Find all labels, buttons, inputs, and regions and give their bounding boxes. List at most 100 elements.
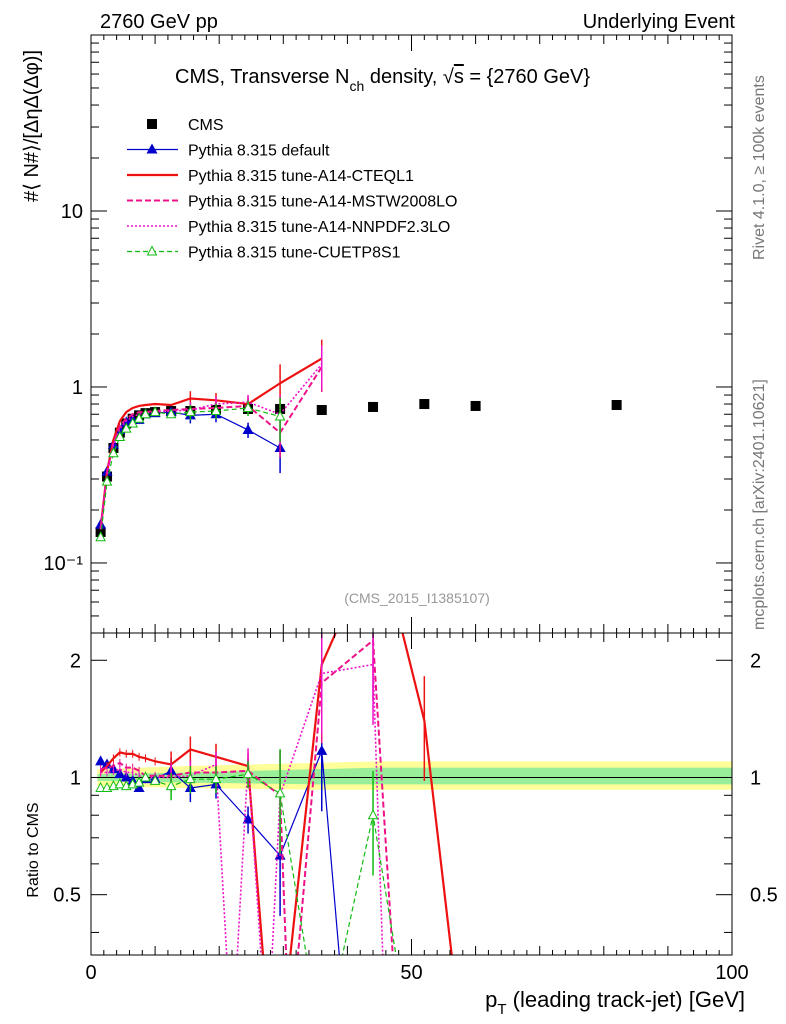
data-point-cuetp8s1: [114, 430, 126, 441]
ratio-line-mstw: [100, 638, 394, 955]
ratio-point-cuetp8s1: [242, 768, 254, 779]
ratio-point-cuetp8s1: [210, 773, 222, 784]
ratio-panel: 0.5 0.5 1 1 2 2 0 50 100 Ratio to CMS: [25, 632, 778, 984]
chart-title: CMS, Transverse Nch density, √s = {2760 …: [175, 66, 590, 94]
ratio-y-tick-label-left: 2: [70, 650, 81, 672]
series-cteql1: [99, 339, 323, 530]
legend-label: Pythia 8.315 tune-A14-NNPDF2.3LO: [188, 219, 450, 236]
ratio-point-default: [95, 755, 107, 766]
ratio-y-tick-label-left: 1: [70, 767, 81, 789]
ratio-point-default: [242, 813, 254, 824]
ratio-uncertainty-band: [91, 761, 732, 790]
ratio-series-cuetp8s1: [95, 749, 397, 955]
data-point-cuetp8s1: [95, 531, 106, 542]
chart-title-post: = {2760 GeV}: [464, 66, 591, 88]
data-point-cuetp8s1: [242, 401, 254, 412]
legend-marker: [146, 143, 158, 154]
y-tick-label: 10: [61, 201, 83, 223]
data-point-cuetp8s1: [210, 404, 222, 416]
data-point-cms: [611, 399, 622, 410]
band-inner: [97, 767, 732, 785]
legend-item-cteql1: Pythia 8.315 tune-A14-CTEQL1: [127, 168, 414, 185]
data-point-cuetp8s1: [149, 406, 161, 417]
series-line-mstw: [99, 366, 323, 529]
ratio-line-nnpdf: [100, 663, 384, 955]
ratio-series-nnpdf: [100, 633, 384, 955]
ratio-line-cuetp8s1: [100, 773, 397, 955]
series-cuetp8s1: [95, 397, 286, 542]
series-line-nnpdf: [99, 363, 323, 530]
legend-label: Pythia 8.315 tune-CUETP8S1: [188, 245, 401, 262]
data-point-cuetp8s1: [127, 417, 138, 428]
chart-title-mid: density,: [364, 66, 443, 88]
data-point-cms: [316, 404, 327, 415]
series-mstw: [99, 348, 323, 529]
ratio-point-cuetp8s1: [165, 780, 177, 791]
ratio-point-default: [133, 781, 145, 792]
legend-label: CMS: [188, 117, 224, 134]
chart-title-pre: CMS, Transverse N: [175, 66, 349, 88]
ratio-point-cuetp8s1: [185, 773, 196, 784]
ratio-panel-ticks: 0.5 0.5 1 1 2 2 0 50 100: [53, 633, 778, 984]
ratio-point-default: [316, 744, 328, 755]
ratio-point-cuetp8s1: [140, 771, 151, 782]
ratio-point-cuetp8s1: [95, 781, 106, 792]
legend-item-nnpdf: Pythia 8.315 tune-A14-NNPDF2.3LO: [127, 219, 450, 236]
x-axis-label-rest: (leading track-jet) [GeV]: [507, 987, 745, 1012]
x-tick-label: 100: [715, 962, 748, 984]
ratio-point-cuetp8s1: [133, 776, 145, 787]
data-point-cuetp8s1: [140, 408, 151, 419]
ratio-series-cteql1: [99, 633, 453, 955]
ratio-panel-frame: [90, 632, 733, 956]
data-point-cuetp8s1: [274, 410, 286, 421]
data-point-default: [242, 423, 254, 434]
series-line-cuetp8s1: [100, 407, 281, 538]
main-panel-series: [95, 339, 622, 542]
x-axis-label: pT (leading track-jet) [GeV]: [485, 987, 745, 1018]
header-left: 2760 GeV pp: [100, 11, 218, 33]
legend-item-default: Pythia 8.315 default: [127, 143, 330, 160]
legend-label: Pythia 8.315 tune-A14-CTEQL1: [188, 168, 414, 185]
chart-title-s: s: [454, 66, 464, 88]
data-point-cuetp8s1: [120, 422, 132, 433]
y-tick-label: 1: [72, 377, 83, 399]
header-right: Underlying Event: [583, 11, 736, 33]
x-tick-label: 50: [400, 962, 422, 984]
ratio-point-cuetp8s1: [149, 774, 161, 785]
legend-marker: [146, 245, 158, 256]
ratio-y-tick-label-left: 0.5: [53, 885, 81, 907]
chart-title-sub: ch: [349, 78, 364, 94]
side-text-bottom: mcplots.cern.ch [arXiv:2401.10621]: [751, 379, 768, 630]
series-nnpdf: [99, 345, 323, 530]
ratio-point-cuetp8s1: [274, 787, 286, 798]
main-panel: 10⁻¹ 1 10 CMS, Transverse Nch density, √s …: [21, 34, 733, 634]
watermark: (CMS_2015_I1385107): [344, 590, 490, 606]
series-cms: [95, 399, 622, 537]
ratio-series-mstw: [100, 633, 394, 955]
side-text-top: Rivet 4.1.0, ≥ 100k events: [751, 75, 768, 260]
ratio-y-tick-label-right: 2: [750, 650, 761, 672]
legend-item-cuetp8s1: Pythia 8.315 tune-CUETP8S1: [127, 245, 401, 262]
main-panel-ticks: 10⁻¹ 1 10: [44, 34, 733, 634]
chart-title-root: √: [443, 66, 454, 88]
ratio-point-cuetp8s1: [367, 809, 379, 820]
data-point-cms: [419, 399, 430, 410]
data-point-cuetp8s1: [165, 408, 177, 419]
legend-marker: [147, 119, 157, 129]
data-point-cuetp8s1: [185, 406, 196, 417]
ratio-y-tick-label-right: 0.5: [750, 885, 778, 907]
x-axis-label-sub: T: [497, 1001, 506, 1018]
ratio-point-cuetp8s1: [114, 778, 126, 789]
ratio-y-tick-label-right: 1: [750, 767, 761, 789]
data-point-cuetp8s1: [108, 447, 119, 458]
y-axis-label: #⟨ N#⟩/[ΔηΔ(Δφ)]: [21, 50, 43, 202]
ratio-y-axis-label: Ratio to CMS: [25, 802, 42, 897]
ratio-line-cteql1: [99, 633, 453, 955]
ratio-panel-series: [95, 633, 453, 955]
data-point-cms: [368, 401, 379, 412]
x-tick-label: 0: [85, 962, 96, 984]
data-point-cms: [470, 400, 481, 411]
y-tick-label: 10⁻¹: [44, 553, 84, 575]
legend-item-mstw: Pythia 8.315 tune-A14-MSTW2008LO: [127, 194, 457, 211]
legend: CMS Pythia 8.315 default Pythia 8.315 tune…: [127, 117, 457, 262]
